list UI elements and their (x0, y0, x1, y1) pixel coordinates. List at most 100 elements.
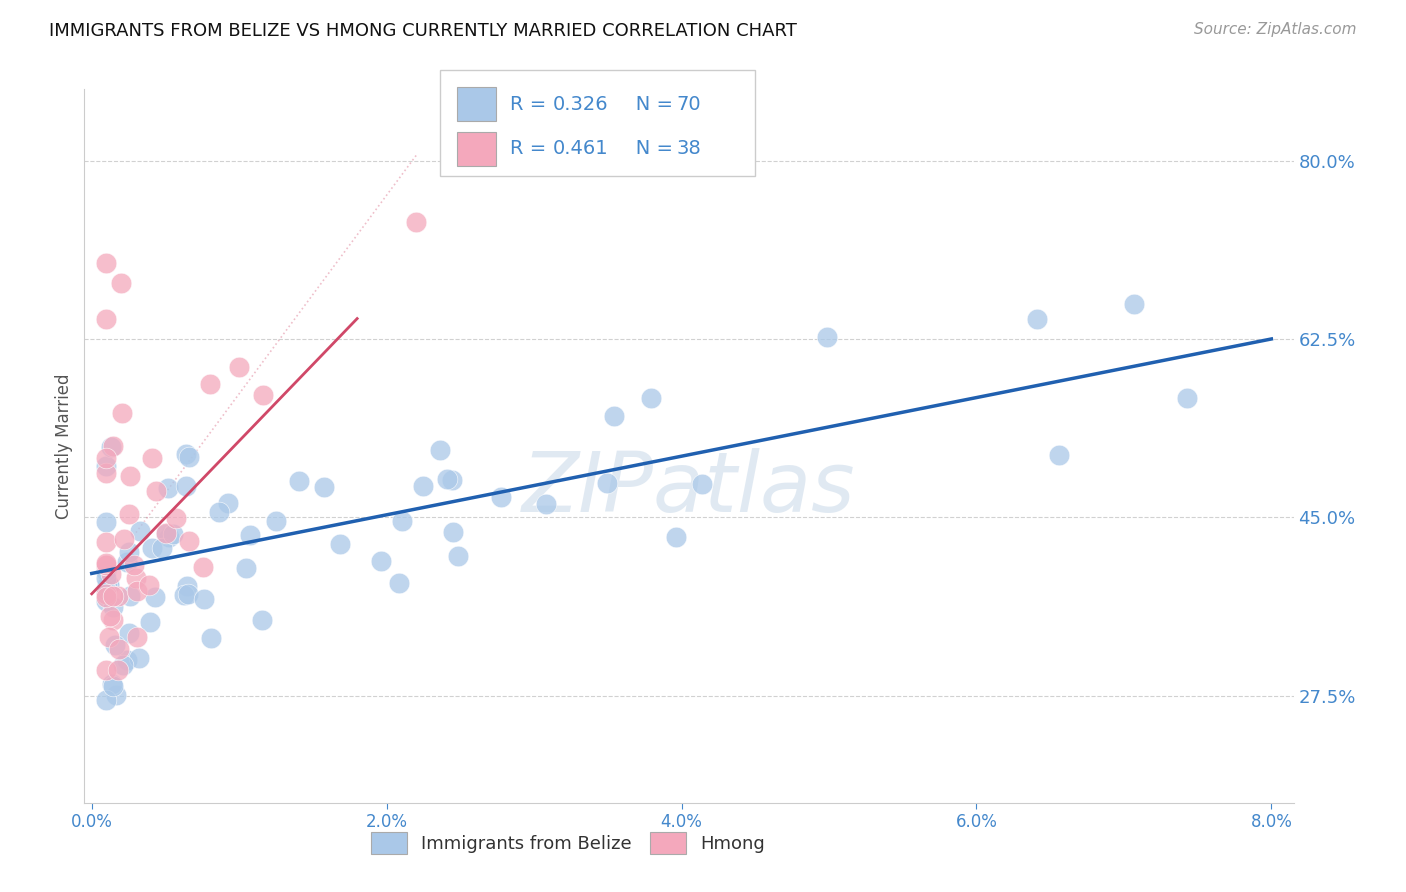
Point (264, 514, 287, 528)
Point (127, 584, 149, 599)
Point (112, 532, 135, 546)
Point (143, 590, 166, 604)
Point (128, 651, 150, 665)
Point (98, 578, 121, 592)
Text: 38: 38 (676, 139, 702, 159)
Point (193, 591, 215, 606)
Point (690, 476, 713, 491)
Point (96, 255, 118, 269)
Point (1047, 448, 1070, 462)
Point (155, 526, 177, 541)
Point (217, 496, 239, 510)
Point (111, 658, 134, 673)
Point (110, 276, 132, 290)
Point (156, 481, 179, 495)
Point (252, 614, 274, 628)
Point (429, 442, 451, 457)
Point (314, 480, 336, 494)
Point (96, 571, 118, 585)
Point (157, 530, 180, 544)
Point (388, 575, 411, 590)
Point (101, 599, 124, 614)
Point (101, 676, 124, 690)
Point (96, 466, 118, 480)
Point (96, 458, 118, 473)
Point (405, 215, 427, 229)
Point (117, 653, 139, 667)
Point (1123, 297, 1146, 311)
Point (665, 530, 688, 544)
Point (125, 571, 148, 585)
Text: 70: 70 (676, 95, 702, 114)
Point (1175, 392, 1198, 406)
Point (103, 613, 125, 627)
Point (101, 679, 124, 693)
Point (96, 591, 118, 605)
Point (101, 439, 124, 453)
Point (96, 663, 118, 677)
Point (117, 555, 139, 569)
Point (145, 483, 167, 498)
Point (141, 451, 163, 466)
Point (208, 505, 231, 519)
Point (98, 608, 121, 623)
Point (370, 554, 392, 568)
Point (141, 541, 163, 556)
Point (96, 556, 118, 570)
Point (235, 561, 257, 575)
Point (96, 450, 118, 465)
Point (155, 526, 177, 541)
Point (96, 558, 118, 573)
Point (173, 588, 195, 602)
Point (391, 514, 413, 528)
Point (138, 578, 160, 592)
Point (129, 524, 152, 538)
Point (174, 447, 197, 461)
Point (97, 630, 120, 644)
Point (436, 472, 458, 486)
Point (288, 475, 311, 489)
Point (1026, 312, 1049, 326)
Point (96, 515, 118, 529)
Point (252, 388, 274, 402)
Point (101, 589, 124, 603)
Point (441, 525, 464, 540)
Text: IMMIGRANTS FROM BELIZE VS HMONG CURRENTLY MARRIED CORRELATION CHART: IMMIGRANTS FROM BELIZE VS HMONG CURRENTL… (49, 22, 797, 40)
Point (98, 578, 121, 592)
Point (198, 377, 221, 392)
Point (150, 541, 173, 555)
Point (177, 534, 200, 549)
Point (96, 582, 118, 597)
Point (412, 478, 434, 492)
Point (200, 631, 222, 645)
Point (104, 638, 127, 652)
Point (534, 497, 557, 511)
Text: N =: N = (617, 95, 679, 114)
Point (596, 476, 619, 491)
Point (105, 688, 128, 702)
Point (96, 693, 118, 707)
Point (489, 490, 512, 504)
Legend: Immigrants from Belize, Hmong: Immigrants from Belize, Hmong (364, 825, 772, 862)
Point (96, 558, 118, 572)
Point (127, 630, 149, 644)
Point (96, 565, 118, 579)
Point (120, 589, 142, 603)
Text: N =: N = (617, 139, 679, 159)
Text: Source: ZipAtlas.com: Source: ZipAtlas.com (1194, 22, 1357, 37)
Point (96, 587, 118, 601)
Point (603, 409, 626, 423)
Point (162, 527, 184, 541)
Point (96, 534, 118, 549)
Point (96, 594, 118, 608)
Point (118, 545, 141, 559)
Point (107, 663, 129, 677)
Text: R =: R = (510, 95, 553, 114)
Point (815, 330, 838, 344)
Point (117, 507, 139, 521)
Point (193, 560, 215, 574)
Point (122, 558, 145, 573)
Point (108, 642, 131, 657)
Point (107, 590, 129, 604)
Text: 0.326: 0.326 (553, 95, 609, 114)
